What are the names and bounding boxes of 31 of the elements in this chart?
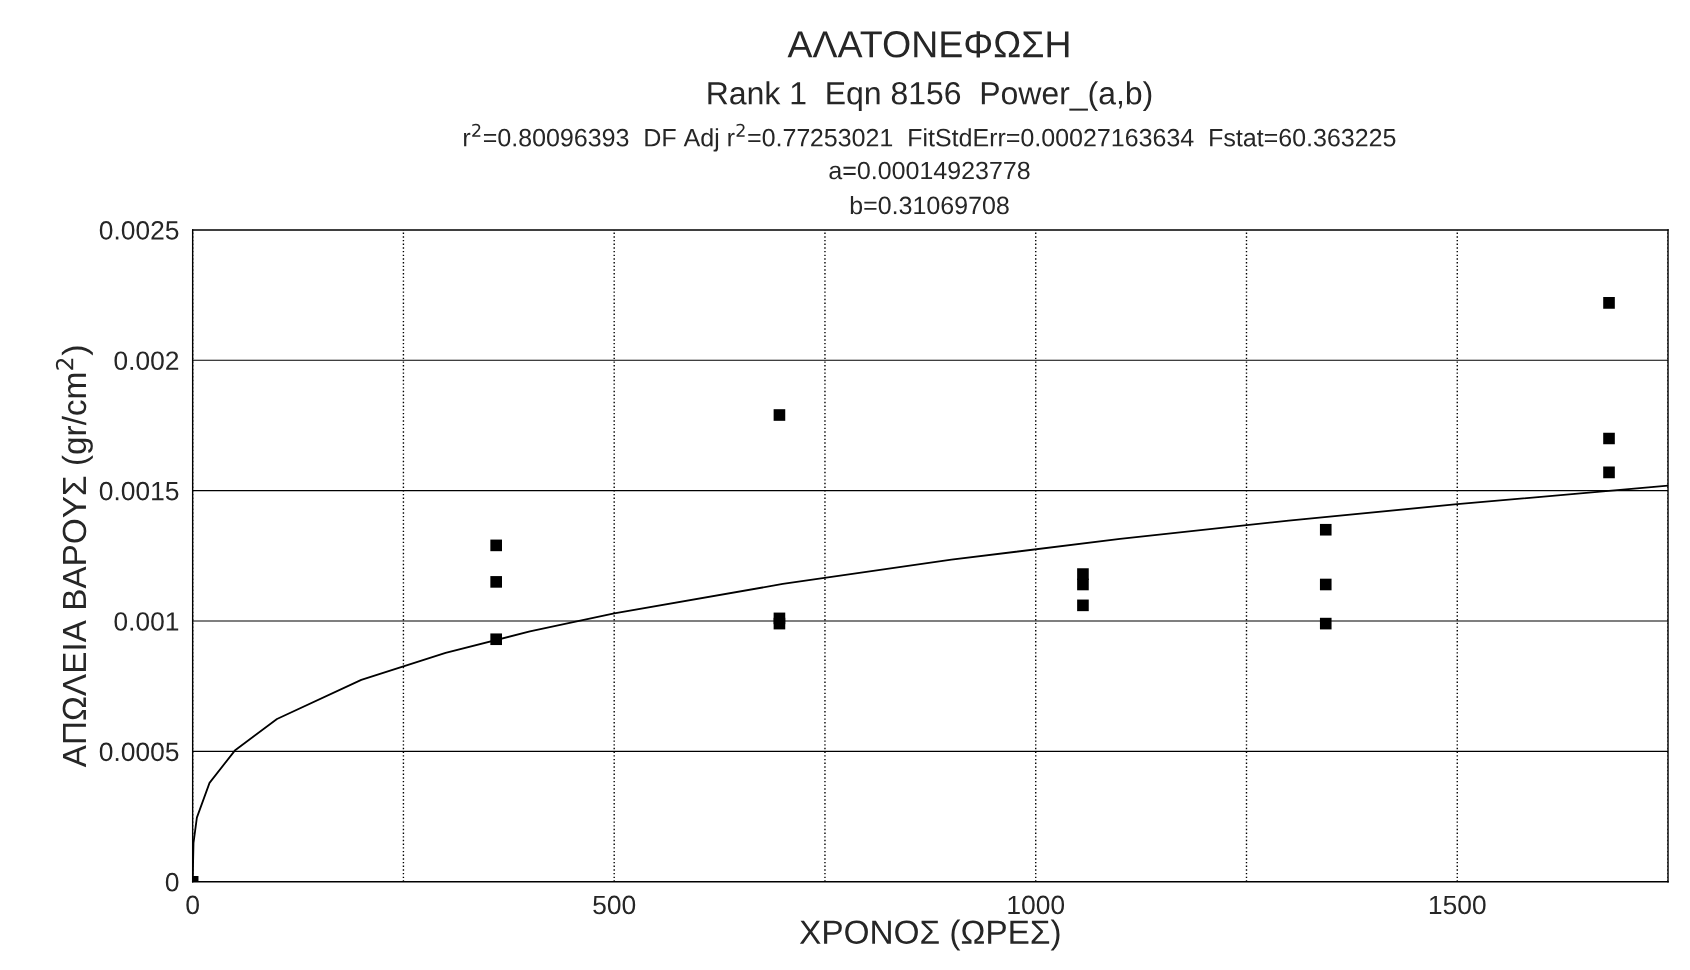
point: [1603, 297, 1615, 309]
text: a=0.00014923778: [829, 161, 1030, 180]
x-tick-label: 0: [186, 895, 199, 915]
x-axis-title: ΧΡΟΝΟΣ (ΩΡΕΣ): [799, 919, 1060, 951]
y-tick-label: 0: [165, 872, 179, 892]
chart-subtitle: Rank 1 Eqn 8156 Power_(a,b): [708, 81, 1152, 111]
point: [773, 617, 786, 630]
y-tick-label: 0.0025: [99, 221, 179, 240]
point: [773, 409, 786, 421]
y-tick-label: 0.0015: [99, 481, 179, 501]
x-tick-label: 500: [593, 895, 636, 915]
chart-title: ΑΛΑΤΟΝΕΦΩΣΗ: [787, 31, 1069, 58]
y-tick-label: 0.002: [114, 351, 179, 371]
text: r$^{2}$=0.80096393 DF Adj r$^{2}$=0.77253021 FitStdErr=0.00027163634 Fstat=60.363225: [464, 123, 1396, 152]
y-axis-title: ΑΠΩΛΕΙΑ ΒΑΡΟΥΣ (gr/cm$^{2}$): [55, 346, 93, 768]
point: [490, 576, 502, 588]
y-tick-label: 0.0005: [99, 742, 179, 762]
point: [1077, 599, 1089, 612]
point: [1603, 432, 1615, 445]
point: [1319, 523, 1332, 536]
y-tick-label: 0.001: [114, 612, 179, 631]
x-tick-label: 1000: [1008, 895, 1065, 915]
point: [1077, 568, 1089, 580]
point: [1319, 578, 1332, 591]
text: b=0.31069708: [850, 195, 1009, 215]
point: [1603, 466, 1615, 479]
point: [490, 539, 502, 552]
x-tick-label: 1500: [1429, 895, 1486, 915]
point: [490, 633, 502, 646]
point: [1077, 578, 1089, 591]
point: [1319, 617, 1332, 630]
